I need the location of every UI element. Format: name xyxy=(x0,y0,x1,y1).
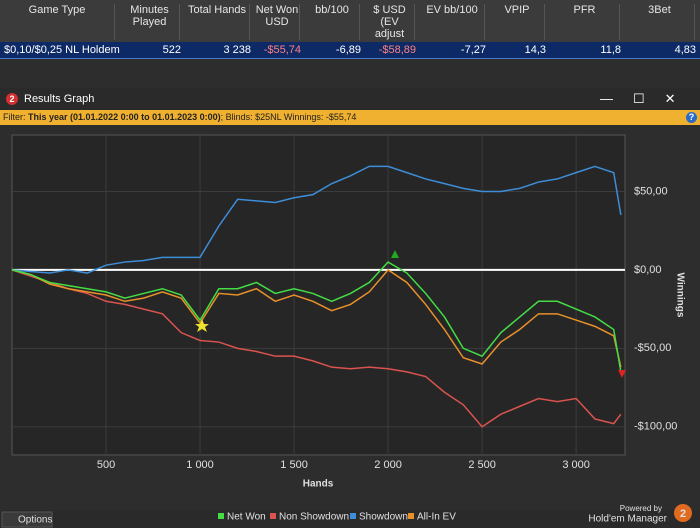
series-line xyxy=(11,269,622,428)
legend-label: Showdown xyxy=(359,512,408,523)
legend-label: Non Showdown xyxy=(279,512,349,523)
powered-by: Powered by xyxy=(620,504,662,513)
column-header[interactable]: Minutes Played xyxy=(120,4,180,40)
window-title: Results Graph xyxy=(24,93,95,105)
y-tick-label: $0,00 xyxy=(634,264,662,276)
series-line xyxy=(11,165,622,274)
series-line xyxy=(11,261,622,372)
legend-swatch xyxy=(270,513,276,519)
column-header[interactable]: 3Bet xyxy=(625,4,695,40)
marker-end xyxy=(618,370,626,378)
table-cell[interactable]: 14,3 xyxy=(524,44,546,56)
table-cell[interactable]: $0,10/$0,25 NL Holdem xyxy=(4,44,120,56)
x-tick-label: 1 000 xyxy=(186,459,214,471)
column-header[interactable]: bb/100 xyxy=(305,4,360,40)
y-axis-title: Winnings xyxy=(674,273,685,318)
table-cell[interactable]: 522 xyxy=(162,44,181,56)
table-header xyxy=(0,0,700,42)
column-header[interactable]: Net Won USD xyxy=(255,4,300,40)
filter-rest: ; Blinds: $25NL Winnings: -$55,74 xyxy=(220,112,357,122)
window-bar xyxy=(0,88,700,110)
x-tick-label: 1 500 xyxy=(280,459,308,471)
table-row[interactable] xyxy=(0,42,700,59)
table-cell[interactable]: -$55,74 xyxy=(263,44,301,56)
x-tick-label: 3 000 xyxy=(562,459,590,471)
series-line xyxy=(11,268,622,368)
filter-bar: Filter: This year (01.01.2022 0:00 to 01… xyxy=(0,110,700,125)
column-header[interactable]: $ USD (EV adjust xyxy=(365,4,415,40)
table-cell[interactable]: 3 238 xyxy=(223,44,251,56)
options-label[interactable]: Options xyxy=(18,515,52,526)
options-button[interactable] xyxy=(1,511,53,528)
x-tick-label: 500 xyxy=(97,459,115,471)
chart: Hands Winnings Options Powered by Hold'e… xyxy=(0,134,700,528)
column-header[interactable]: Game Type xyxy=(0,4,115,40)
marker-star xyxy=(195,319,209,332)
window-controls[interactable]: —☐✕ xyxy=(600,91,696,106)
legend-swatch xyxy=(408,513,414,519)
table-cell[interactable]: -7,27 xyxy=(460,44,486,56)
y-tick-label: -$100,00 xyxy=(634,421,677,433)
x-tick-label: 2 500 xyxy=(468,459,496,471)
brand-logo xyxy=(674,504,692,522)
y-tick-label: -$50,00 xyxy=(634,342,671,354)
column-header[interactable]: EV bb/100 xyxy=(420,4,485,40)
brand-logo-text: 2 xyxy=(680,508,686,520)
column-header[interactable]: PFR xyxy=(550,4,620,40)
x-tick-label: 2 000 xyxy=(374,459,402,471)
x-axis-title: Hands xyxy=(303,479,334,490)
table-cell[interactable]: 11,8 xyxy=(600,44,621,56)
brand: Hold'em Manager xyxy=(588,514,667,525)
filter-label: Filter: xyxy=(3,112,26,122)
table-cell[interactable]: 4,83 xyxy=(674,44,696,56)
legend-label: Net Won xyxy=(227,512,266,523)
table-cell[interactable]: -$58,89 xyxy=(378,44,416,56)
marker-peak xyxy=(391,250,399,258)
filter-period: This year (01.01.2022 0:00 to 01.01.2023… xyxy=(28,112,221,122)
table-cell[interactable]: -6,89 xyxy=(335,44,361,56)
legend-swatch xyxy=(350,513,356,519)
legend-label: All-In EV xyxy=(417,512,456,523)
window-icon: 2 xyxy=(6,93,18,105)
column-header[interactable]: VPIP xyxy=(490,4,545,40)
column-header[interactable]: Total Hands xyxy=(185,4,250,40)
help-icon[interactable]: ? xyxy=(686,112,697,123)
legend-swatch xyxy=(218,513,224,519)
y-tick-label: $50,00 xyxy=(634,185,668,197)
